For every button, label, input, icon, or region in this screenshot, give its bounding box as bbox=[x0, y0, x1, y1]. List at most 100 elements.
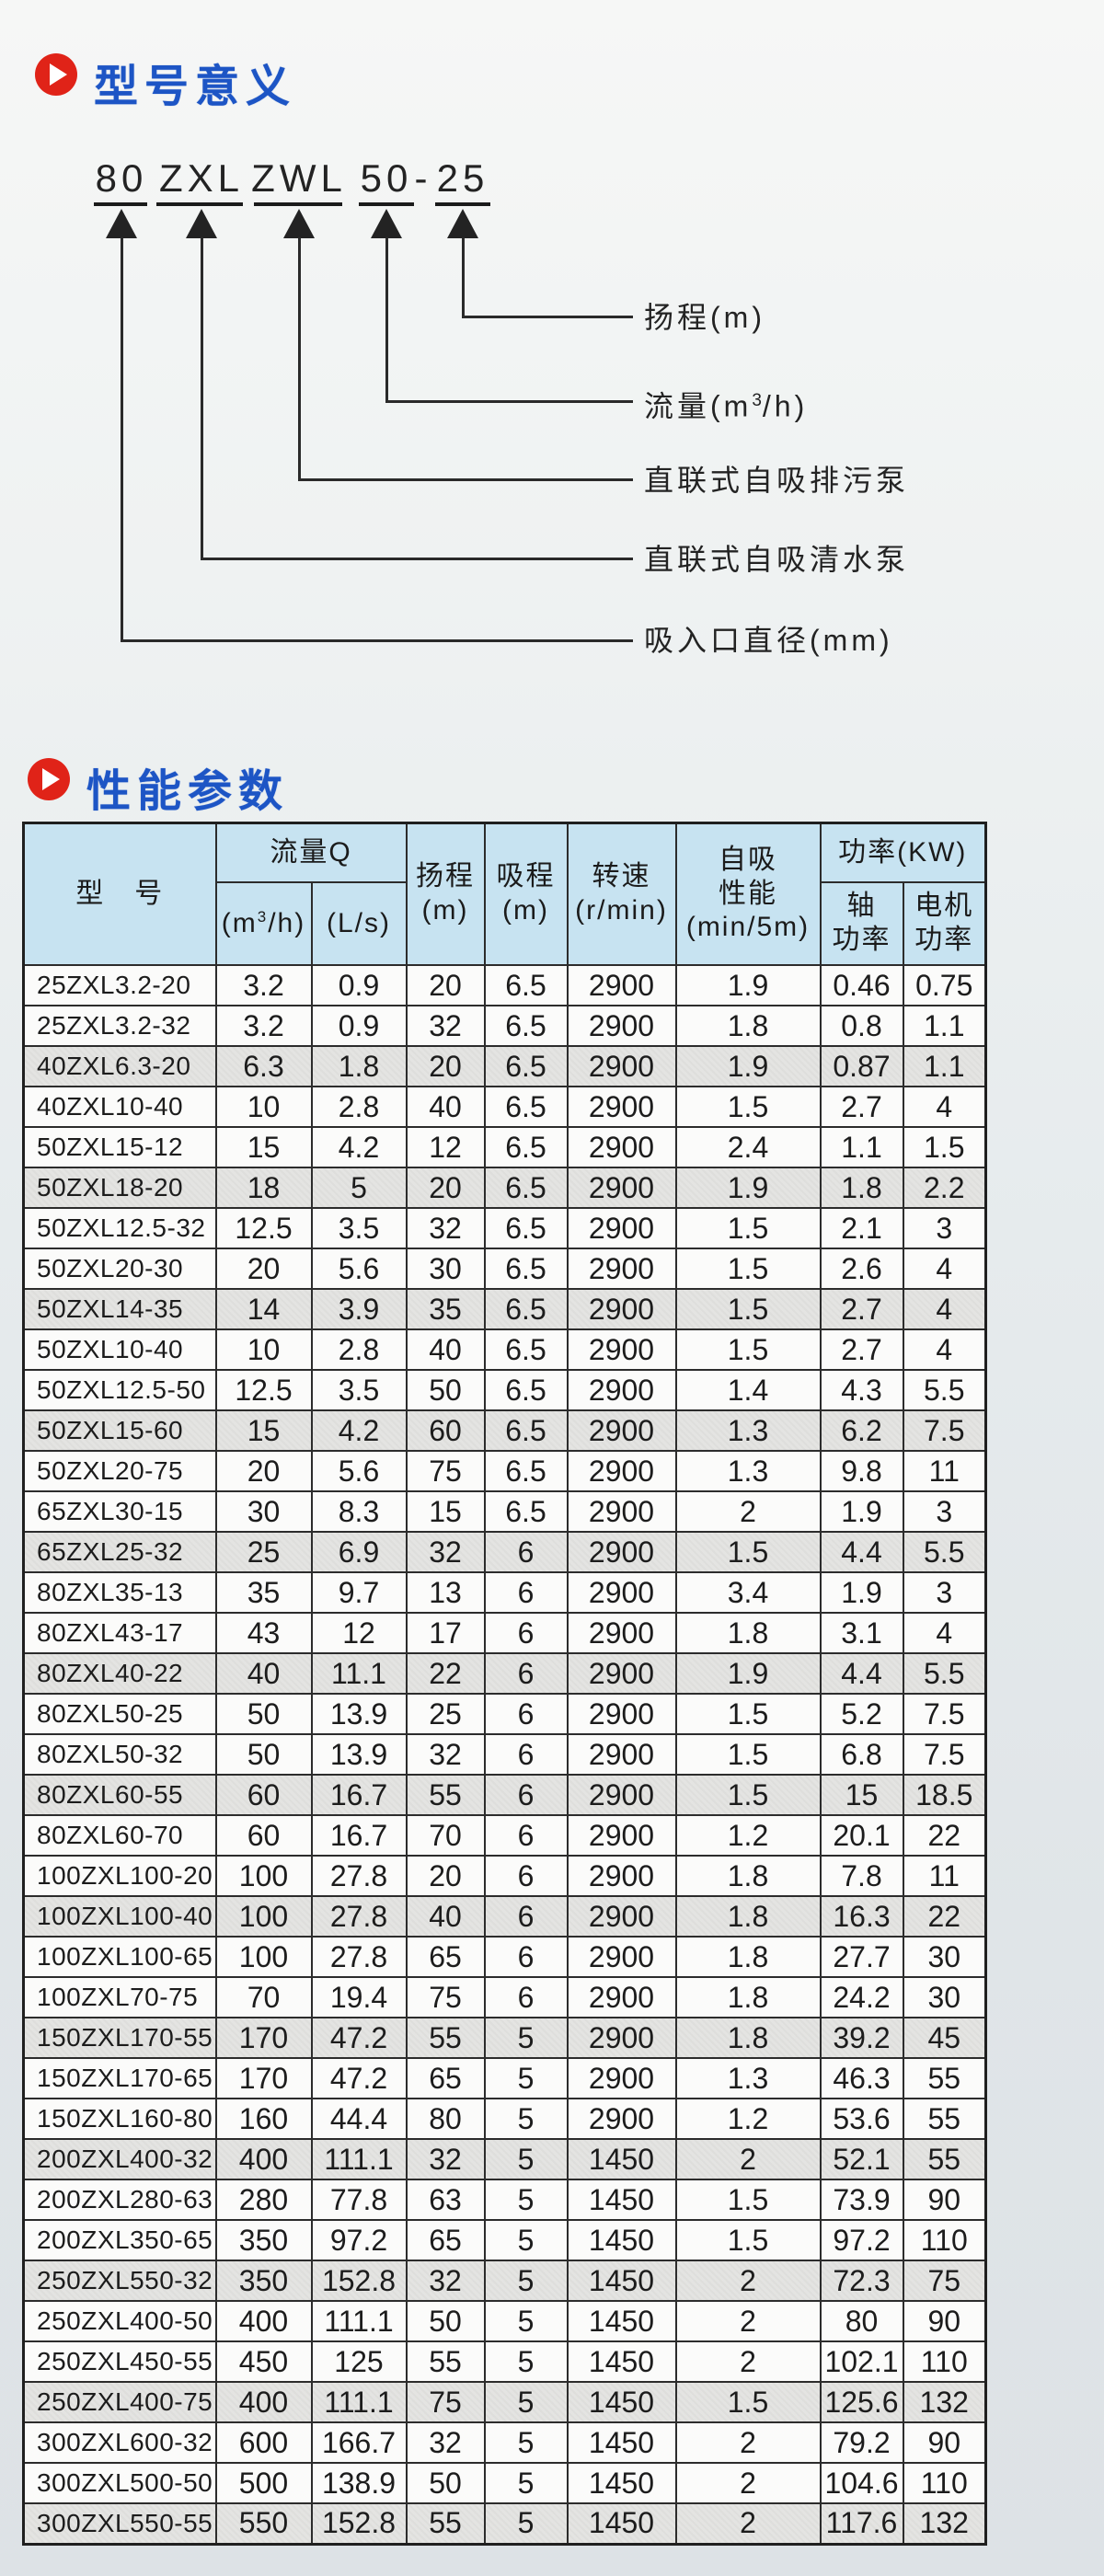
callout-flow-post: /h) bbox=[762, 389, 809, 423]
cell-value: 1.5 bbox=[674, 1207, 822, 1249]
cell-value: 3.2 bbox=[214, 1005, 313, 1047]
table-row: 200ZXL280-63 280 77.8 63 5 1450 1.5 73.9 90 bbox=[22, 2179, 987, 2221]
cell-value: 12 bbox=[310, 1612, 408, 1654]
header-selfprime: 自吸 性能 (min/5m) bbox=[674, 822, 822, 966]
header-model: 型 号 bbox=[22, 822, 217, 966]
cell-value: 1.5 bbox=[674, 2179, 822, 2221]
header-suction-unit: (m) bbox=[502, 895, 549, 926]
cell-value: 3.2 bbox=[214, 964, 313, 1006]
cell-value: 7.8 bbox=[819, 1855, 904, 1897]
cell-value: 25 bbox=[214, 1531, 313, 1573]
cell-value: 20 bbox=[405, 1855, 486, 1897]
cell-value: 11.1 bbox=[310, 1652, 408, 1695]
cell-value: 7.5 bbox=[902, 1693, 987, 1735]
cell-value: 45 bbox=[902, 2017, 987, 2059]
cell-value: 50 bbox=[405, 2300, 486, 2342]
cell-value: 2900 bbox=[566, 1814, 677, 1857]
cell-value: 0.9 bbox=[310, 964, 408, 1006]
cell-value: 2900 bbox=[566, 1855, 677, 1897]
cell-value: 30 bbox=[902, 1936, 987, 1978]
cell-value: 5 bbox=[483, 2340, 569, 2383]
cell-value: 1.9 bbox=[674, 1652, 822, 1695]
connector-line bbox=[201, 237, 203, 560]
callout-inlet-diameter: 吸入口直径(mm) bbox=[644, 624, 893, 657]
cell-value: 15 bbox=[405, 1490, 486, 1533]
table-row: 80ZXL35-13 35 9.7 13 6 2900 3.4 1.9 3 bbox=[22, 1571, 987, 1614]
header-head-unit: (m) bbox=[421, 895, 469, 926]
cell-value: 1.2 bbox=[674, 1814, 822, 1857]
cell-value: 18.5 bbox=[902, 1774, 987, 1816]
cell-value: 1.5 bbox=[674, 2219, 822, 2261]
cell-value: 111.1 bbox=[310, 2300, 408, 2342]
cell-value: 1450 bbox=[566, 2381, 677, 2423]
cell-value: 6.5 bbox=[483, 1328, 569, 1371]
cell-value: 138.9 bbox=[310, 2462, 408, 2504]
cell-value: 600 bbox=[214, 2421, 313, 2464]
cell-value: 1450 bbox=[566, 2421, 677, 2464]
cell-model: 80ZXL50-25 bbox=[22, 1693, 217, 1735]
cell-value: 6.5 bbox=[483, 1086, 569, 1128]
header-flow-ls: (L/s) bbox=[310, 881, 408, 966]
cell-value: 50 bbox=[214, 1693, 313, 1735]
table-row: 250ZXL550-32 350 152.8 32 5 1450 2 72.3 75 bbox=[22, 2260, 987, 2302]
table-row: 50ZXL15-60 15 4.2 60 6.5 2900 1.3 6.2 7.5 bbox=[22, 1409, 987, 1452]
cell-model: 25ZXL3.2-20 bbox=[22, 964, 217, 1006]
table-header: 型 号 流量Q 扬程 (m) 吸程 (m) 转速 (r/min) 自吸 性能 (min/5… bbox=[22, 822, 987, 966]
cell-value: 40 bbox=[214, 1652, 313, 1695]
cell-value: 2900 bbox=[566, 1571, 677, 1614]
cell-value: 1450 bbox=[566, 2340, 677, 2383]
cell-value: 32 bbox=[405, 1005, 486, 1047]
cell-value: 125 bbox=[310, 2340, 408, 2383]
play-circle-icon bbox=[28, 758, 70, 800]
cell-model: 80ZXL43-17 bbox=[22, 1612, 217, 1654]
table-row: 300ZXL600-32 600 166.7 32 5 1450 2 79.2 90 bbox=[22, 2421, 987, 2464]
cell-value: 15 bbox=[819, 1774, 904, 1816]
code-segment-head: 25 bbox=[436, 156, 489, 200]
cell-value: 7.5 bbox=[902, 1409, 987, 1452]
cell-value: 4.4 bbox=[819, 1531, 904, 1573]
cell-value: 70 bbox=[405, 1814, 486, 1857]
cell-value: 5.2 bbox=[819, 1693, 904, 1735]
cell-value: 46.3 bbox=[819, 2057, 904, 2099]
table-row: 25ZXL3.2-32 3.2 0.9 32 6.5 2900 1.8 0.8 1.1 bbox=[22, 1005, 987, 1047]
cell-value: 1.3 bbox=[674, 1450, 822, 1492]
connector-line bbox=[298, 237, 301, 481]
cell-value: 1450 bbox=[566, 2300, 677, 2342]
cell-value: 6.5 bbox=[483, 1126, 569, 1168]
cell-value: 6.5 bbox=[483, 1450, 569, 1492]
cell-value: 2900 bbox=[566, 1086, 677, 1128]
cell-value: 5 bbox=[483, 2098, 569, 2140]
cell-value: 1.5 bbox=[674, 1733, 822, 1776]
cell-value: 6 bbox=[483, 1531, 569, 1573]
cell-value: 2 bbox=[674, 2462, 822, 2504]
cell-model: 250ZXL550-32 bbox=[22, 2260, 217, 2302]
motor-line2: 功率 bbox=[914, 925, 974, 955]
cell-value: 6.5 bbox=[483, 1490, 569, 1533]
cell-value: 15 bbox=[214, 1126, 313, 1168]
cell-value: 32 bbox=[405, 2421, 486, 2464]
cell-value: 6 bbox=[483, 1612, 569, 1654]
cell-value: 5 bbox=[310, 1167, 408, 1209]
cell-value: 35 bbox=[405, 1288, 486, 1330]
cell-value: 8.3 bbox=[310, 1490, 408, 1533]
cell-value: 4.3 bbox=[819, 1369, 904, 1411]
cell-value: 170 bbox=[214, 2017, 313, 2059]
header-suction: 吸程 (m) bbox=[483, 822, 569, 966]
cell-value: 75 bbox=[902, 2260, 987, 2302]
shaft-line2: 功率 bbox=[832, 925, 891, 955]
cell-value: 30 bbox=[405, 1248, 486, 1290]
code-segment-flow: 50 bbox=[360, 156, 413, 200]
table-row: 25ZXL3.2-20 3.2 0.9 20 6.5 2900 1.9 0.46 0.75 bbox=[22, 964, 987, 1006]
cell-value: 5 bbox=[483, 2381, 569, 2423]
header-head: 扬程 (m) bbox=[405, 822, 486, 966]
cell-value: 166.7 bbox=[310, 2421, 408, 2464]
cell-value: 1.9 bbox=[674, 1167, 822, 1209]
underline bbox=[359, 202, 414, 206]
cell-value: 65 bbox=[405, 2219, 486, 2261]
cell-value: 44.4 bbox=[310, 2098, 408, 2140]
table-row: 100ZXL70-75 70 19.4 75 6 2900 1.8 24.2 30 bbox=[22, 1976, 987, 2018]
cell-value: 32 bbox=[405, 1531, 486, 1573]
table-row: 50ZXL12.5-50 12.5 3.5 50 6.5 2900 1.4 4.3 5.5 bbox=[22, 1369, 987, 1411]
cell-model: 50ZXL12.5-32 bbox=[22, 1207, 217, 1249]
cell-value: 450 bbox=[214, 2340, 313, 2383]
